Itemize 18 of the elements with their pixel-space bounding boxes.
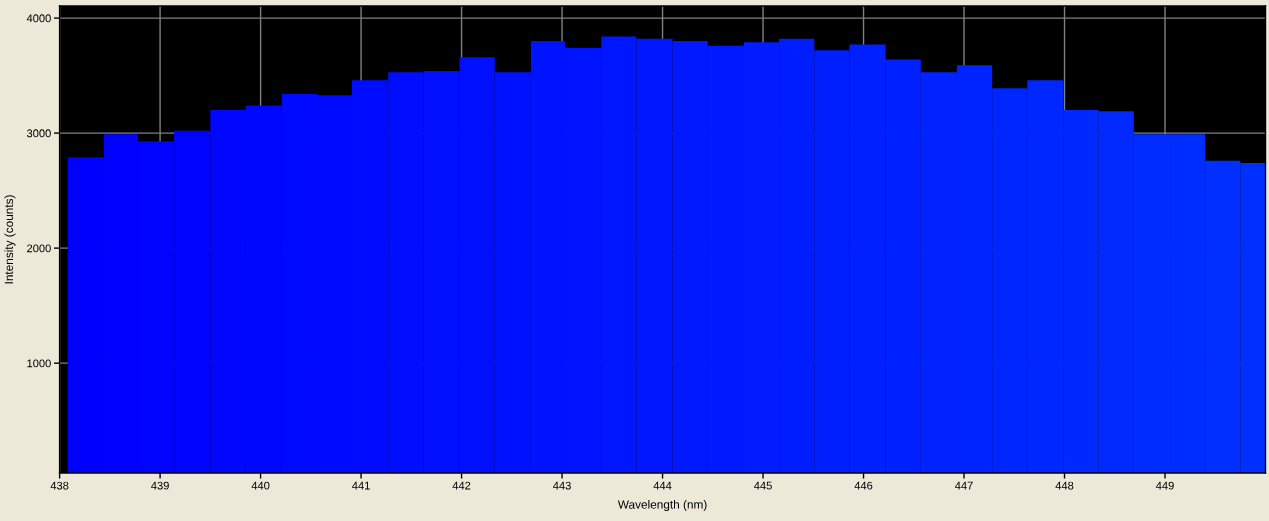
x-tick-label: 444 [653,481,672,490]
x-tick-label: 448 [1055,481,1074,490]
y-tick-label: 1000 [27,359,51,368]
y-tick-label: 2000 [27,244,51,253]
x-tick-label: 447 [955,481,973,490]
x-tick-label: 445 [754,481,772,490]
x-tick-label: 443 [553,481,571,490]
y-axis-title: Intensity (counts) [4,195,16,284]
x-axis-title: Wavelength (nm) [617,500,707,512]
y-tick-label: 3000 [26,129,51,138]
x-tick-label: 439 [151,481,169,490]
x-tick-label: 449 [1156,481,1174,490]
x-tick-label: 440 [251,481,270,490]
x-tick-label: 438 [50,481,69,490]
x-tick-label: 442 [452,481,471,490]
x-tick-label: 446 [854,481,873,490]
y-tick-label: 4000 [26,14,51,23]
x-tick-label: 441 [352,481,370,490]
